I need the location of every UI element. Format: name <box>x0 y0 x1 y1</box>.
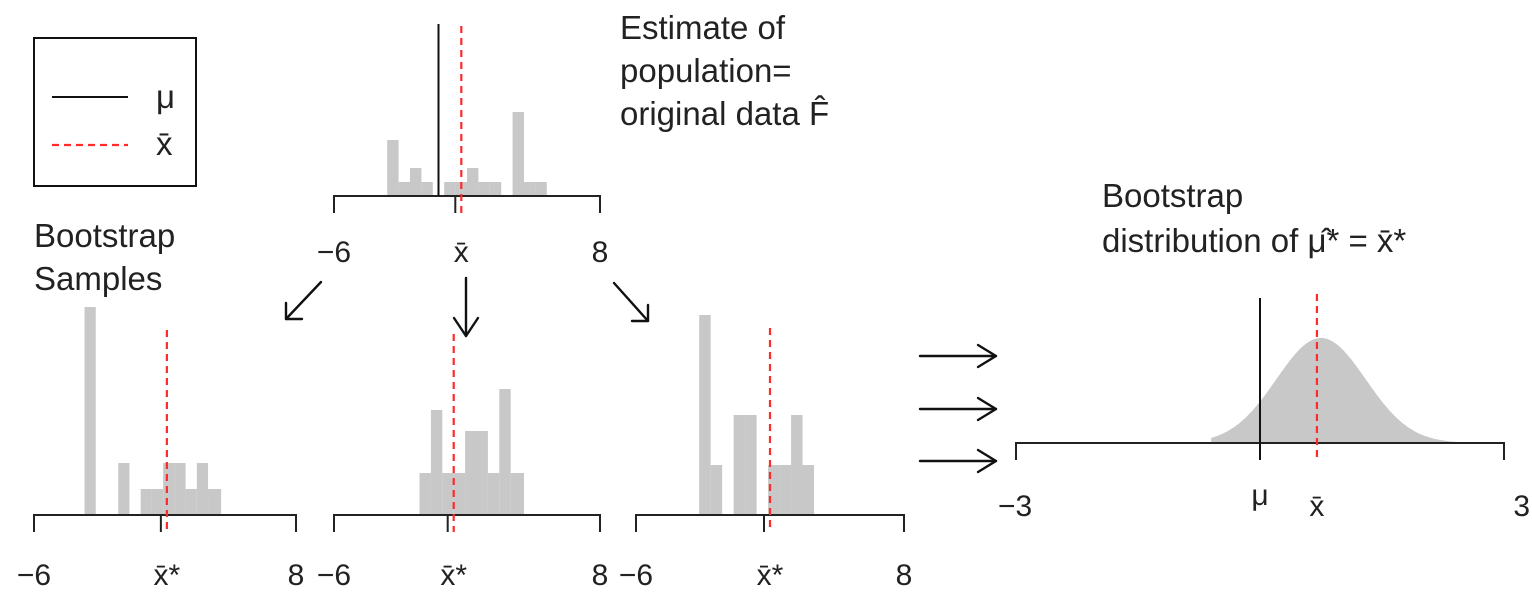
histogram-bar <box>699 315 711 515</box>
histogram-bar <box>151 489 164 515</box>
tick-label: 8 <box>592 236 609 269</box>
legend-box <box>33 37 197 187</box>
histogram-bar <box>710 465 723 515</box>
arrow-right-1 <box>918 343 998 369</box>
histogram-bar <box>419 473 431 515</box>
histogram-bar <box>745 415 757 515</box>
population-label-line2: population= <box>620 52 792 89</box>
histogram-bar <box>118 463 130 515</box>
histogram-bar <box>489 182 502 196</box>
histogram-bar <box>512 112 524 196</box>
histogram-bar <box>442 473 454 515</box>
tick-label: x̄* <box>757 559 784 592</box>
histogram-bar <box>196 463 209 515</box>
bootstrap-distribution-histogram: −3 μ x̄ 3 <box>998 294 1530 523</box>
histogram-bar <box>487 473 500 515</box>
population-label-line3: original data F̂ <box>620 95 829 132</box>
legend-mu-label: μ <box>156 78 175 115</box>
histogram-bar <box>430 410 443 515</box>
tick-label: −6 <box>317 236 351 269</box>
arrow-down-right <box>612 281 650 323</box>
tick-label: −6 <box>317 559 351 592</box>
arrow-right-3 <box>918 448 998 474</box>
x-axis <box>33 514 297 532</box>
legend: μ x̄ <box>33 37 197 187</box>
histogram-bar <box>421 182 433 196</box>
histogram-bar <box>453 473 466 515</box>
x-axis <box>333 514 601 532</box>
histogram-bar <box>478 182 490 196</box>
histogram-bar <box>510 473 524 515</box>
arrow-down <box>452 276 480 338</box>
histogram-bar <box>791 415 803 515</box>
histogram-bar <box>802 465 815 515</box>
bootstrap-sample-3-histogram: −6 x̄* 8 <box>619 315 912 592</box>
tick-label: −6 <box>619 559 653 592</box>
histogram-bar <box>140 489 152 515</box>
tick-label: x̄ <box>454 236 469 269</box>
histogram-bar <box>768 465 780 515</box>
bootstrap-dist-label-line1: Bootstrap <box>1102 177 1243 214</box>
population-label-line1: Estimate of <box>620 9 786 46</box>
histogram-bar <box>499 389 511 515</box>
tick-label: 8 <box>592 559 609 592</box>
bootstrap-distribution-area <box>1211 338 1472 443</box>
histogram-bar <box>733 415 746 515</box>
histogram-bar <box>208 489 222 515</box>
tick-label: x̄* <box>440 559 467 592</box>
tick-label: x̄* <box>154 559 181 592</box>
histogram-bar <box>779 465 792 515</box>
tick-label: μ <box>1251 479 1268 512</box>
tick-label: 8 <box>896 559 913 592</box>
arrow-down-left <box>284 280 323 321</box>
histogram-bar <box>465 431 477 515</box>
histogram-bar <box>467 168 479 196</box>
tick-label: 8 <box>288 559 305 592</box>
histogram-bar <box>387 140 399 196</box>
arrows <box>284 276 998 474</box>
tick-label: x̄ <box>1309 490 1324 523</box>
legend-xbar-label: x̄ <box>156 125 173 162</box>
histogram-bar <box>444 182 456 196</box>
histogram-bar <box>185 489 197 515</box>
tick-label: −3 <box>998 490 1032 523</box>
bootstrap-dist-label-line2: distribution of μ̂* = x̄* <box>1102 222 1406 259</box>
bootstrap-samples-label-line2: Samples <box>34 260 162 297</box>
x-axis <box>333 195 601 213</box>
histogram-bar <box>163 463 175 515</box>
histogram-bar <box>476 431 488 515</box>
histogram-bar <box>84 307 96 515</box>
bootstrap-samples-label-line1: Bootstrap <box>34 217 175 254</box>
bootstrap-sample-1-histogram: −6 x̄* 8 <box>17 307 304 592</box>
histogram-bar <box>410 168 422 196</box>
histogram-bar <box>398 182 410 196</box>
bootstrap-sample-2-histogram: −6 x̄* 8 <box>317 334 608 592</box>
histogram-bar <box>174 463 186 515</box>
tick-label: 3 <box>1513 490 1530 523</box>
original-data-histogram: −6 x̄ 8 <box>317 24 608 269</box>
histogram-bar <box>524 182 536 196</box>
tick-label: −6 <box>17 559 51 592</box>
histogram-bar <box>535 182 547 196</box>
arrow-right-2 <box>918 396 998 422</box>
